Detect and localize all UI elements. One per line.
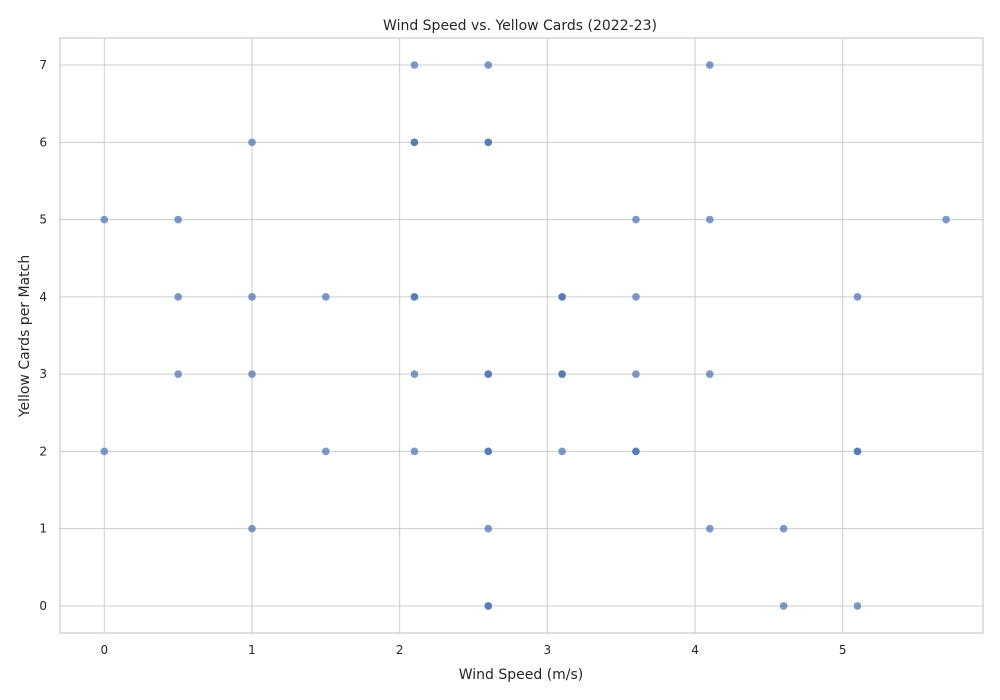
x-tick-label: 2: [396, 643, 404, 657]
data-point: [484, 601, 493, 611]
data-point: [484, 369, 493, 379]
x-tick-label: 1: [248, 643, 256, 657]
data-point: [410, 292, 419, 302]
x-tick-label: 3: [544, 643, 552, 657]
data-point: [247, 369, 257, 379]
data-point: [631, 215, 641, 224]
data-point: [484, 524, 493, 533]
x-tick-label: 4: [691, 643, 699, 657]
y-tick-label: 6: [39, 135, 47, 149]
data-point: [557, 447, 567, 456]
y-tick-label: 1: [39, 522, 47, 536]
data-point: [853, 601, 862, 611]
x-axis-label: Wind Speed (m/s): [459, 667, 584, 683]
data-point: [705, 215, 715, 224]
data-point: [557, 292, 567, 302]
data-point: [321, 447, 331, 456]
data-point: [100, 215, 109, 224]
grid-lines: [60, 38, 983, 633]
data-point: [779, 601, 788, 611]
data-point: [247, 292, 257, 302]
x-tick-label: 5: [839, 643, 847, 657]
data-point: [410, 60, 419, 70]
y-tick-label: 5: [39, 213, 47, 227]
data-point: [631, 369, 641, 379]
y-axis-ticks: 0 1 2 3 4 5 6 7: [39, 58, 47, 613]
data-point: [631, 292, 641, 302]
chart-title: Wind Speed vs. Yellow Cards (2022-23): [383, 18, 657, 34]
y-tick-label: 7: [39, 58, 47, 72]
data-points: [100, 60, 951, 611]
data-point: [941, 215, 951, 224]
data-point: [173, 215, 183, 224]
data-point: [410, 369, 419, 379]
y-axis-label: Yellow Cards per Match: [17, 255, 33, 418]
data-point: [705, 524, 715, 533]
y-tick-label: 3: [39, 367, 47, 381]
y-tick-label: 4: [39, 290, 47, 304]
data-point: [484, 447, 493, 456]
data-point: [484, 60, 493, 70]
data-point: [173, 292, 183, 302]
y-tick-label: 0: [39, 599, 47, 613]
data-point: [100, 447, 109, 456]
data-point: [779, 524, 788, 533]
y-tick-label: 2: [39, 444, 47, 458]
x-tick-label: 0: [100, 643, 108, 657]
data-point: [853, 447, 862, 456]
data-point: [410, 138, 419, 147]
data-point: [247, 524, 257, 533]
data-point: [484, 138, 493, 147]
data-point: [173, 369, 183, 379]
data-point: [557, 369, 567, 379]
x-axis-ticks: 0 1 2 3 4 5: [100, 643, 846, 657]
plot-area: [59, 37, 984, 634]
data-point: [247, 138, 257, 147]
data-point: [853, 292, 862, 302]
data-point: [410, 447, 419, 456]
data-point: [705, 369, 715, 379]
data-point: [705, 60, 715, 70]
data-point: [631, 447, 641, 456]
data-point: [321, 292, 331, 302]
